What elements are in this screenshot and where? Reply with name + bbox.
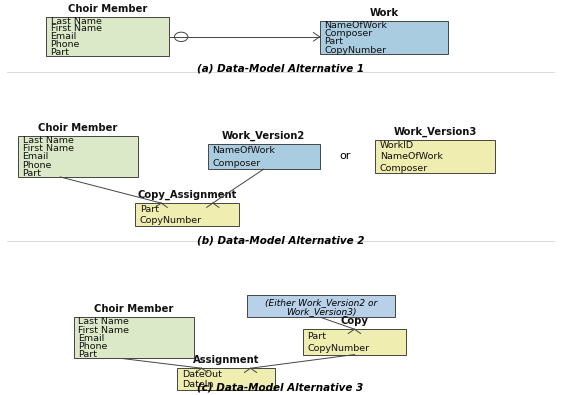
Text: (b) Data-Model Alternative 2: (b) Data-Model Alternative 2 [197,235,364,245]
Text: Part: Part [79,350,98,359]
Text: Copy: Copy [341,316,369,326]
Text: Email: Email [50,32,77,41]
Text: First Name: First Name [50,24,102,34]
Text: Phone: Phone [50,40,80,49]
Text: NameOfWork: NameOfWork [213,146,275,155]
FancyBboxPatch shape [177,368,275,390]
Text: Choir Member: Choir Member [94,305,174,314]
Text: First Name: First Name [22,144,73,153]
FancyBboxPatch shape [74,318,194,359]
Text: Assignment: Assignment [193,355,259,365]
Text: Email: Email [79,334,105,343]
Text: Composer: Composer [324,29,373,38]
Text: Composer: Composer [380,164,428,173]
Text: Work_Version3: Work_Version3 [394,126,477,137]
Text: CopyNumber: CopyNumber [140,216,202,225]
Text: Part: Part [140,205,159,214]
Text: Part: Part [50,48,70,57]
FancyBboxPatch shape [18,136,138,177]
FancyBboxPatch shape [135,203,238,226]
Text: Work: Work [369,8,398,18]
FancyBboxPatch shape [46,17,169,56]
Text: CopyNumber: CopyNumber [324,46,386,55]
Text: DateIn: DateIn [182,380,213,389]
Text: or: or [339,151,351,162]
Text: NameOfWork: NameOfWork [324,21,387,30]
FancyBboxPatch shape [303,329,406,355]
Text: Choir Member: Choir Member [68,4,147,14]
Text: Composer: Composer [213,159,261,168]
Text: Phone: Phone [79,342,108,351]
FancyBboxPatch shape [375,140,495,173]
Text: Work_Version2: Work_Version2 [222,130,305,141]
Text: Phone: Phone [22,160,52,169]
Text: Email: Email [22,152,49,161]
FancyBboxPatch shape [320,21,448,54]
Text: WorkID: WorkID [380,141,414,150]
Text: Last Name: Last Name [22,136,73,145]
FancyBboxPatch shape [208,144,320,169]
Text: Last Name: Last Name [79,318,129,327]
Text: NameOfWork: NameOfWork [380,152,443,162]
Text: Copy_Assignment: Copy_Assignment [137,190,237,200]
Text: (Either Work_Version2 or: (Either Work_Version2 or [265,298,377,307]
Text: Work_Version3): Work_Version3) [286,307,356,316]
Text: Part: Part [307,332,327,340]
Text: Part: Part [22,169,42,178]
Text: (c) Data-Model Alternative 3: (c) Data-Model Alternative 3 [197,383,364,393]
Text: Choir Member: Choir Member [39,123,118,133]
FancyBboxPatch shape [247,295,395,318]
Text: DateOut: DateOut [182,370,222,379]
Text: Last Name: Last Name [50,17,102,26]
Text: (a) Data-Model Alternative 1: (a) Data-Model Alternative 1 [197,64,364,74]
Text: Part: Part [324,38,343,46]
Text: CopyNumber: CopyNumber [307,344,370,354]
Text: First Name: First Name [79,326,130,335]
